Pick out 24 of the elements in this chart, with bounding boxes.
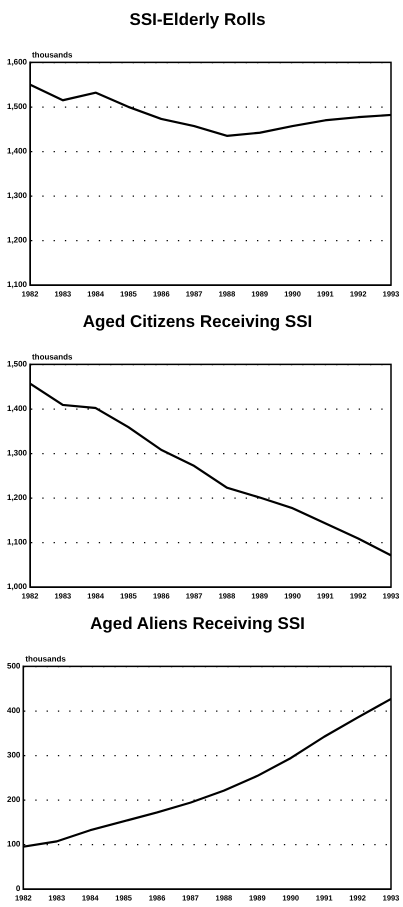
y-tick-label: 300 [6,750,21,760]
y-axis-title: thousands [32,50,74,60]
y-tick-label: 1,500 [6,360,28,369]
chart-title: Aged Citizens Receiving SSI [82,312,312,331]
y-tick-label: 1,100 [6,538,28,547]
y-axis-title: thousands [25,654,66,664]
y-axis-title: thousands [32,352,74,362]
y-tick-label: 1,200 [6,493,28,502]
y-tick-label: 1,600 [6,58,28,67]
y-tick-label: 1,400 [6,146,28,156]
chart-title: SSI-Elderly Rolls [129,10,266,29]
chart-title: Aged Aliens Receiving SSI [90,614,305,633]
y-tick-label: 1,300 [6,448,28,458]
y-tick-label: 1,500 [6,102,28,112]
y-tick-label: 1,200 [6,236,28,245]
y-tick-label: 1,300 [6,191,28,200]
y-tick-label: 1,100 [6,280,28,290]
y-tick-label: 400 [6,706,21,716]
y-tick-label: 100 [6,840,21,849]
y-tick-label: 1,000 [6,582,28,592]
y-tick-label: 1,400 [6,404,28,414]
y-tick-label: 200 [6,795,21,804]
y-tick-label: 500 [6,662,21,671]
y-tick-label: 0 [16,884,21,894]
